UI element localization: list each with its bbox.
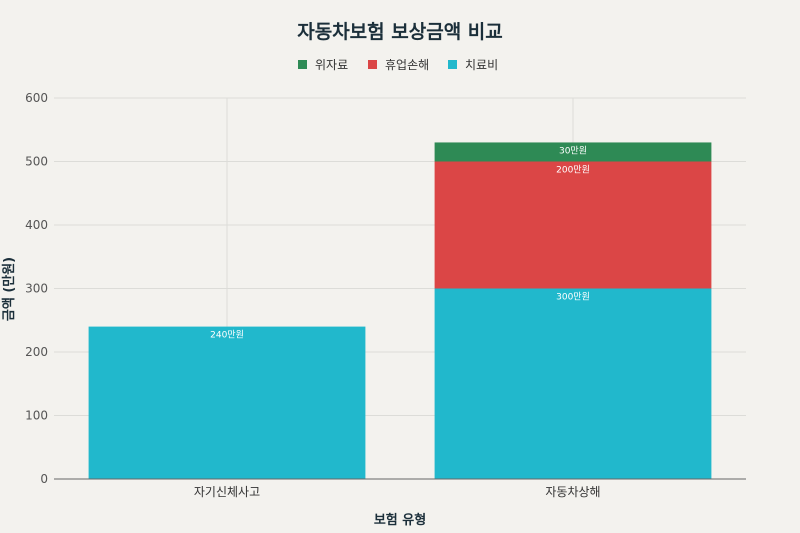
bar-segment [88,326,366,479]
y-axis-title: 금액 (만원) [1,257,17,321]
x-axis-title: 보험 유형 [374,512,426,528]
data-label: 200만원 [556,165,590,176]
legend-swatch [298,60,307,69]
chart-title: 자동차보험 보상금액 비교 [297,21,503,43]
legend-swatch [368,60,377,69]
y-tick-label: 200 [25,345,48,359]
legend-label: 휴업손해 [385,58,429,72]
y-tick-label: 600 [25,91,48,105]
legend-label: 위자료 [315,58,348,72]
y-tick-label: 0 [40,472,48,486]
y-tick-label: 500 [25,155,48,169]
legend-label: 치료비 [465,58,498,72]
data-label: 240만원 [210,330,244,341]
bar-segment [434,142,712,162]
bar-segment [434,288,712,479]
y-tick-label: 300 [25,282,48,296]
legend: 위자료 휴업손해 치료비 [298,58,498,72]
bars: 240만원 300만원 200만원 30만원 [88,142,712,479]
x-axis: 자기신체사고 자동차상해 [54,478,746,499]
y-tick-label: 400 [25,218,48,232]
x-tick-label: 자기신체사고 [194,485,260,499]
data-label: 300만원 [556,292,590,303]
y-axis: 0 100 200 300 400 500 600 [25,91,48,486]
legend-item: 위자료 [298,58,348,72]
legend-item: 휴업손해 [368,58,429,72]
legend-item: 치료비 [448,58,498,72]
bar-segment [434,161,712,289]
legend-swatch [448,60,457,69]
x-tick-label: 자동차상해 [545,485,600,499]
data-label: 30만원 [559,145,587,156]
y-tick-label: 100 [25,409,48,423]
